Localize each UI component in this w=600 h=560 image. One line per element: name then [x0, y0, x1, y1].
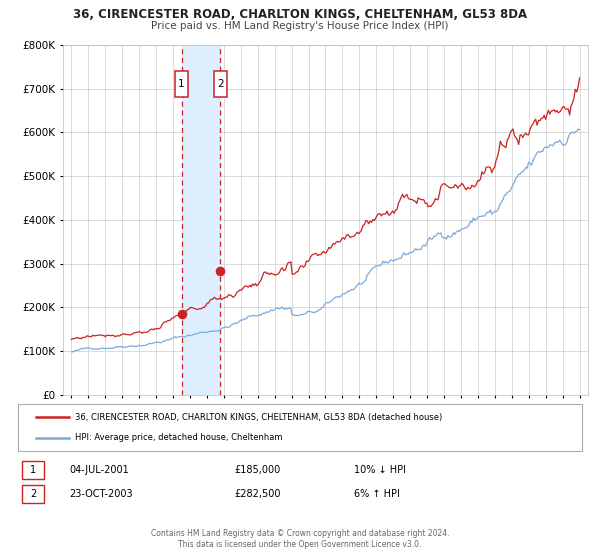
- Point: [215, 267, 225, 276]
- Text: 1: 1: [178, 79, 185, 89]
- Text: £185,000: £185,000: [234, 465, 280, 475]
- Text: HPI: Average price, detached house, Cheltenham: HPI: Average price, detached house, Chel…: [75, 433, 283, 442]
- Text: 04-JUL-2001: 04-JUL-2001: [69, 465, 129, 475]
- FancyBboxPatch shape: [175, 71, 188, 97]
- Text: This data is licensed under the Open Government Licence v3.0.: This data is licensed under the Open Gov…: [178, 540, 422, 549]
- FancyBboxPatch shape: [214, 71, 227, 97]
- Bar: [182, 45, 220, 395]
- Text: Price paid vs. HM Land Registry's House Price Index (HPI): Price paid vs. HM Land Registry's House …: [151, 21, 449, 31]
- Text: Contains HM Land Registry data © Crown copyright and database right 2024.: Contains HM Land Registry data © Crown c…: [151, 529, 449, 538]
- Text: £282,500: £282,500: [234, 489, 281, 499]
- Text: 6% ↑ HPI: 6% ↑ HPI: [354, 489, 400, 499]
- Text: 1: 1: [30, 465, 36, 475]
- Text: 2: 2: [217, 79, 224, 89]
- Text: 36, CIRENCESTER ROAD, CHARLTON KINGS, CHELTENHAM, GL53 8DA (detached house): 36, CIRENCESTER ROAD, CHARLTON KINGS, CH…: [75, 413, 442, 422]
- Text: 2: 2: [30, 489, 36, 499]
- Text: 36, CIRENCESTER ROAD, CHARLTON KINGS, CHELTENHAM, GL53 8DA: 36, CIRENCESTER ROAD, CHARLTON KINGS, CH…: [73, 8, 527, 21]
- Text: 10% ↓ HPI: 10% ↓ HPI: [354, 465, 406, 475]
- Text: 23-OCT-2003: 23-OCT-2003: [69, 489, 133, 499]
- Point: [177, 309, 187, 318]
